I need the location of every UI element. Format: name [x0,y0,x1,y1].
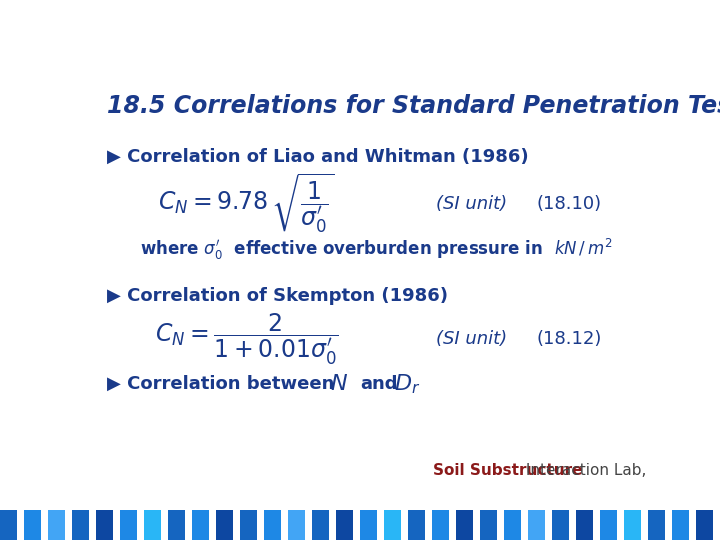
Bar [360,510,377,540]
Bar [144,510,161,540]
Text: 18.5 Correlations for Standard Penetration Test: 18.5 Correlations for Standard Penetrati… [107,94,720,118]
Bar [120,510,138,540]
Bar [264,510,282,540]
Bar [624,510,642,540]
Bar [312,510,329,540]
Bar [384,510,401,540]
Text: (18.10): (18.10) [536,195,601,213]
Bar [0,510,17,540]
Text: $C_N = 9.78\,\sqrt{\dfrac{1}{\sigma^{\prime}_0}}$: $C_N = 9.78\,\sqrt{\dfrac{1}{\sigma^{\pr… [158,172,334,236]
Text: where $\sigma^{\prime}_0$  effective overburden pressure in  $kN\,/\,m^2$: where $\sigma^{\prime}_0$ effective over… [140,237,613,262]
Bar [168,510,185,540]
Text: ▶ Correlation of Liao and Whitman (1986): ▶ Correlation of Liao and Whitman (1986) [107,148,528,166]
Text: $C_N = \dfrac{2}{1 + 0.01\sigma^{\prime}_0}$: $C_N = \dfrac{2}{1 + 0.01\sigma^{\prime}… [155,312,338,367]
Bar [48,510,66,540]
Text: $D_r$: $D_r$ [394,372,420,395]
Text: (SI unit): (SI unit) [436,195,507,213]
Text: (18.12): (18.12) [536,330,602,348]
Text: and: and [361,375,398,393]
Bar [456,510,473,540]
Bar [192,510,210,540]
Bar [696,510,714,540]
Bar [672,510,689,540]
Bar [552,510,570,540]
Bar [240,510,257,540]
Bar [408,510,426,540]
Bar [96,510,113,540]
Bar [528,510,545,540]
Bar [576,510,593,540]
Bar [648,510,665,540]
Text: ▶ Correlation of Skempton (1986): ▶ Correlation of Skempton (1986) [107,287,448,305]
Text: Soil Substructure: Soil Substructure [433,463,582,478]
Bar [336,510,354,540]
Bar [216,510,233,540]
Bar [480,510,498,540]
Bar [288,510,305,540]
Text: (SI unit): (SI unit) [436,330,507,348]
Bar [432,510,449,540]
Bar [600,510,617,540]
Bar [24,510,41,540]
Bar [504,510,521,540]
Bar [72,510,89,540]
Text: ▶ Correlation between: ▶ Correlation between [107,375,334,393]
Text: $N$: $N$ [330,373,348,395]
Text: Interaction Lab,: Interaction Lab, [521,463,647,478]
